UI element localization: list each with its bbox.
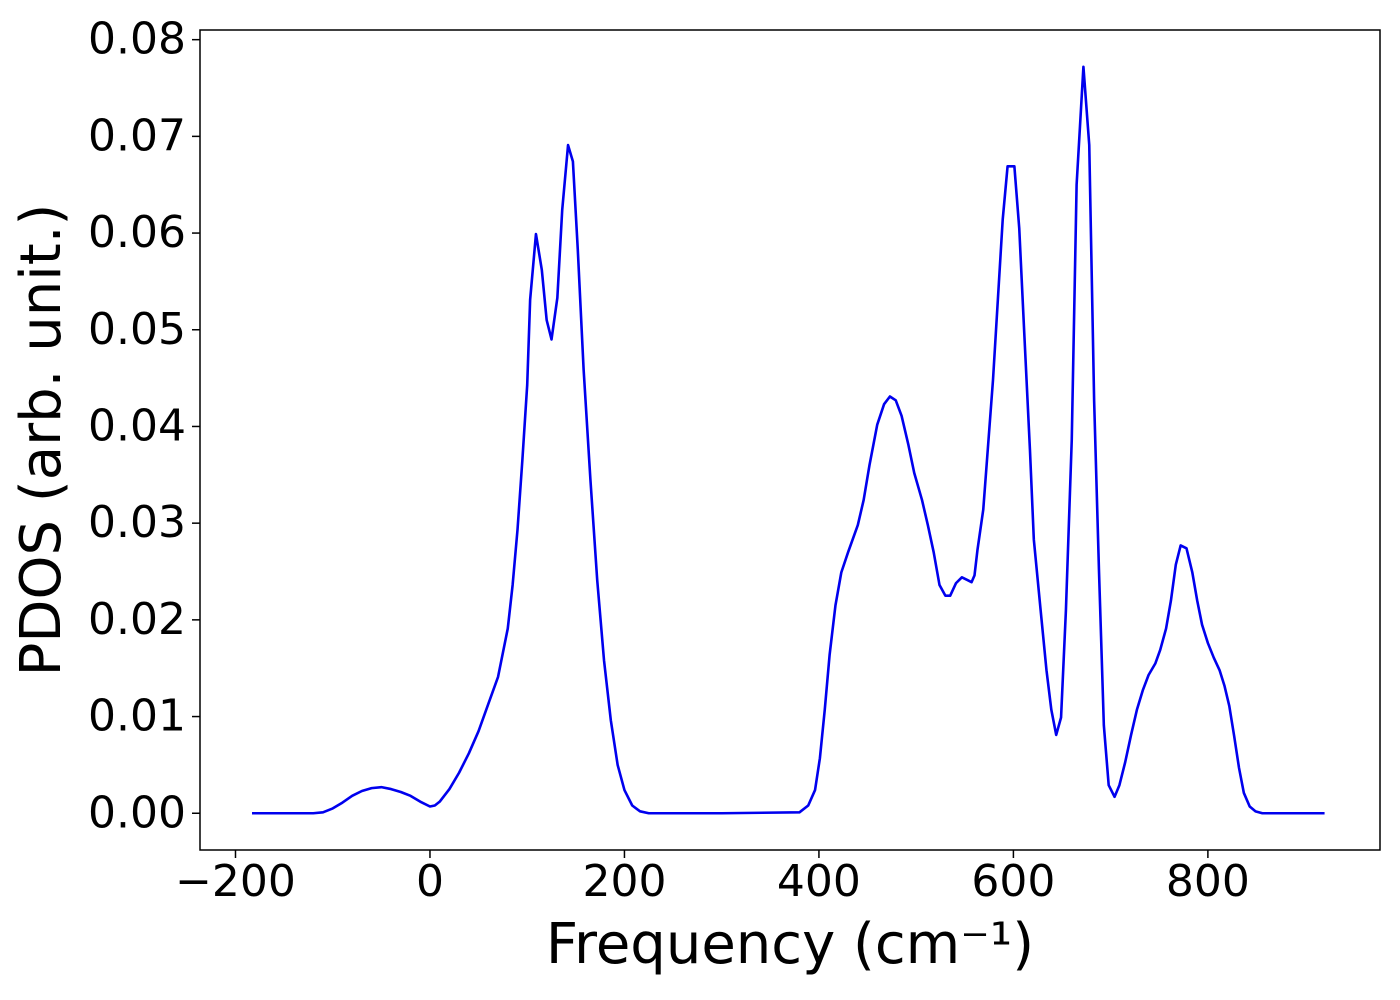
x-tick-label: 800: [1166, 856, 1250, 907]
y-tick-label: 0.03: [88, 497, 186, 548]
y-tick-label: 0.01: [88, 691, 186, 742]
x-axis-label: Frequency (cm⁻¹): [546, 912, 1034, 977]
y-tick-label: 0.02: [88, 594, 186, 645]
y-tick-label: 0.06: [88, 207, 186, 258]
x-tick-label: 600: [971, 856, 1055, 907]
plot-frame: [199, 29, 1381, 851]
y-tick-label: 0.05: [88, 304, 186, 355]
data-line: [252, 65, 1325, 815]
x-tick-label: −200: [175, 856, 296, 907]
x-tick-label: 0: [416, 856, 444, 907]
y-tick-label: 0.00: [88, 787, 186, 838]
y-tick-label: 0.07: [88, 110, 186, 161]
y-axis-label: PDOS (arb. unit.): [9, 204, 74, 677]
x-tick-label: 400: [777, 856, 861, 907]
x-tick-label: 200: [582, 856, 666, 907]
y-tick-label: 0.08: [88, 14, 186, 65]
y-tick-label: 0.04: [88, 400, 186, 451]
